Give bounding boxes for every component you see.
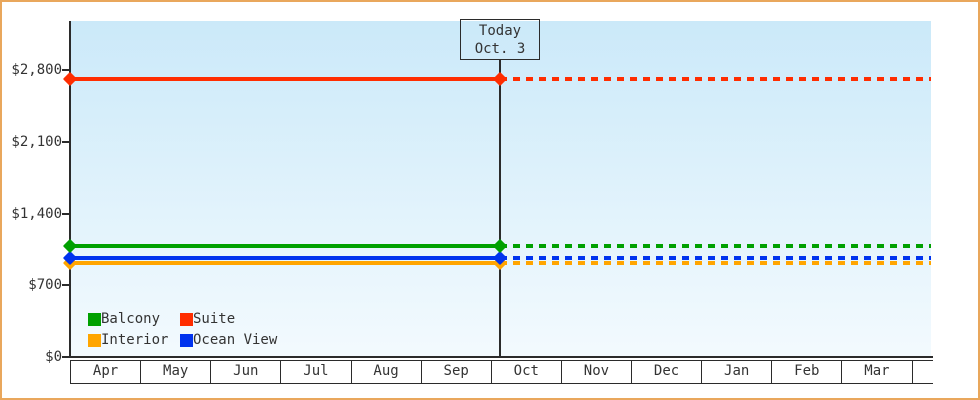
series-line-solid-ocean-view	[70, 255, 500, 260]
y-tick-mark	[62, 140, 70, 143]
legend-swatch-icon	[180, 333, 193, 347]
month-cell-empty	[911, 361, 934, 383]
month-cell-sep: Sep	[420, 361, 491, 383]
month-cell-nov: Nov	[560, 361, 631, 383]
legend-swatch-icon	[180, 312, 193, 326]
month-cell-jan: Jan	[701, 361, 771, 383]
y-tick-mark	[62, 69, 70, 72]
legend: Balcony Suite Interior Ocean View	[88, 312, 277, 347]
today-annotation: Today Oct. 3	[460, 19, 540, 60]
month-cell-jun: Jun	[210, 361, 280, 383]
month-cell-feb: Feb	[771, 361, 841, 383]
y-axis	[69, 21, 71, 358]
month-cell-oct: Oct	[490, 361, 561, 383]
today-annotation-line2: Oct. 3	[474, 41, 526, 57]
y-tick-mark	[62, 356, 70, 358]
series-line-solid-balcony	[70, 244, 500, 249]
today-line	[499, 59, 501, 357]
series-line-dashed-ocean-view	[500, 255, 931, 260]
series-line-solid-interior	[70, 260, 500, 265]
month-cell-dec: Dec	[631, 361, 701, 383]
y-tick-label: $2,800	[11, 62, 62, 79]
legend-item-balcony: Balcony	[88, 312, 180, 326]
y-tick-label: $2,100	[11, 133, 62, 150]
legend-item-interior: Interior	[88, 333, 180, 347]
legend-label: Balcony	[101, 311, 161, 327]
month-cell-apr: Apr	[70, 361, 140, 383]
series-line-solid-suite	[70, 77, 500, 82]
legend-label: Ocean View	[193, 332, 278, 348]
y-tick-mark	[62, 284, 70, 287]
month-axis: Apr May Jun Jul Aug Sep Oct Nov Dec Jan Feb Mar	[70, 360, 933, 384]
legend-swatch-icon	[88, 333, 101, 347]
series-line-dashed-interior	[500, 260, 931, 265]
series-line-dashed-suite	[500, 77, 931, 82]
legend-label: Suite	[193, 311, 236, 327]
month-cell-jul: Jul	[280, 361, 350, 383]
month-cell-may: May	[140, 361, 210, 383]
month-cell-mar: Mar	[841, 361, 911, 383]
y-tick-label: $1,400	[11, 205, 62, 222]
legend-item-ocean-view: Ocean View	[180, 333, 277, 347]
legend-label: Interior	[101, 332, 169, 348]
plot-area	[71, 21, 931, 356]
legend-swatch-icon	[88, 312, 101, 326]
series-line-dashed-balcony	[500, 244, 931, 249]
month-cell-aug: Aug	[350, 361, 421, 383]
y-tick-label: $0	[45, 349, 62, 365]
x-axis	[69, 356, 933, 358]
y-tick-label: $700	[28, 277, 62, 294]
today-annotation-line1: Today	[478, 23, 522, 39]
y-tick-mark	[62, 212, 70, 215]
legend-item-suite: Suite	[180, 312, 277, 326]
